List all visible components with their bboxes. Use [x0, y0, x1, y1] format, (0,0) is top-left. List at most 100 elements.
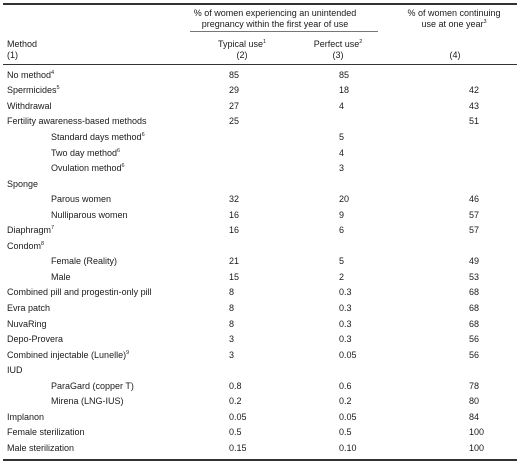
group-header: % of women experiencing an unintended pr… [170, 8, 380, 30]
table-row: Standard days method6 5 [3, 129, 520, 145]
table-row: Two day method6 4 [3, 145, 520, 161]
continuing-use-cell: 49 [469, 256, 480, 267]
method-cell: Implanon [3, 409, 217, 425]
method-label: IUD [7, 365, 23, 376]
method-cell: Diaphragm7 [3, 222, 217, 238]
continuing-use-cell: 43 [469, 100, 480, 111]
table-row: ParaGard (copper T) 0.8 0.6 78 [3, 378, 520, 394]
typical-use-cell: 25 [229, 116, 240, 127]
typical-use-cell: 8 [229, 287, 235, 298]
perfect-use-cell: 4 [339, 147, 345, 158]
typical-use-cell: 16 [229, 225, 240, 236]
perfect-use-cell: 0.2 [339, 396, 352, 407]
method-label: Implanon [7, 411, 45, 422]
method-label: Male [51, 271, 71, 282]
table-row: Condom8 [3, 238, 520, 254]
group-header-rule [190, 31, 378, 32]
method-cell: Male sterilization [3, 440, 217, 456]
table-row: Female (Reality) 21 5 49 [3, 254, 520, 270]
continuing-use-cell: 53 [469, 271, 480, 282]
method-label: Evra patch [7, 302, 51, 313]
continuing-use-cell: 56 [469, 349, 480, 360]
perfect-use-cell: 85 [339, 69, 350, 80]
footnote-marker: 6 [121, 163, 125, 170]
typical-use-cell: 8 [229, 302, 235, 313]
method-label: Mirena (LNG-IUS) [51, 396, 124, 407]
method-label: Male sterilization [7, 442, 75, 453]
table-row: Parous women 32 20 46 [3, 191, 520, 207]
typical-use-cell: 32 [229, 194, 240, 205]
perfect-use-cell: 20 [339, 194, 350, 205]
method-header: Method (1) [7, 39, 37, 61]
perfect-use-cell: 2 [339, 271, 345, 282]
footnote-marker: 6 [117, 147, 121, 154]
continuing-use-cell [429, 238, 520, 254]
method-header-num: (1) [7, 50, 18, 60]
method-label: Withdrawal [7, 100, 52, 111]
typical-use-cell: 15 [229, 271, 240, 282]
bottom-rule [3, 459, 517, 461]
method-cell: Female (Reality) [3, 254, 217, 270]
continuing-use-cell: 42 [469, 85, 480, 96]
typical-use-cell: 0.8 [229, 380, 242, 391]
method-label: Sponge [7, 178, 39, 189]
perfect-use-cell: 0.3 [339, 287, 352, 298]
typical-use-cell: 3 [229, 349, 235, 360]
typical-use-header: Typical use1 (2) [207, 39, 277, 61]
continuing-use-cell [429, 160, 520, 176]
method-cell: Condom8 [3, 238, 217, 254]
footnote-marker: 9 [126, 349, 130, 356]
typical-use-cell [217, 145, 319, 161]
method-cell: NuvaRing [3, 316, 217, 332]
table-row: Diaphragm7 16 6 57 [3, 222, 520, 238]
typical-use-label: Typical use1 [217, 39, 267, 49]
continuing-header-line1: % of women continuing [407, 8, 501, 18]
method-cell: Combined injectable (Lunelle)9 [3, 347, 217, 363]
method-label: Combined pill and progestin-only pill [7, 287, 152, 298]
perfect-use-cell: 4 [339, 100, 345, 111]
typical-use-cell: 0.15 [229, 442, 247, 453]
perfect-use-cell: 6 [339, 225, 345, 236]
perfect-use-cell: 0.3 [339, 318, 352, 329]
footnote-marker: 8 [41, 240, 45, 247]
header-rule [3, 64, 517, 65]
continuing-use-cell: 57 [469, 225, 480, 236]
typical-use-cell: 27 [229, 100, 240, 111]
method-cell: Nulliparous women [3, 207, 217, 223]
continuing-use-cell: 80 [469, 396, 480, 407]
method-cell: ParaGard (copper T) [3, 378, 217, 394]
table-row: NuvaRing 8 0.3 68 [3, 316, 520, 332]
perfect-use-cell: 0.05 [339, 349, 357, 360]
method-label: Combined injectable (Lunelle) [7, 349, 127, 360]
data-table: No method4 85 85 Spermicides5 29 18 42 Withdraw… [3, 67, 520, 456]
perfect-use-label: Perfect use2 [313, 39, 363, 49]
method-cell: Withdrawal [3, 98, 217, 114]
continuing-use-cell: 56 [469, 334, 480, 345]
method-label: NuvaRing [7, 318, 47, 329]
continuing-use-cell: 68 [469, 287, 480, 298]
table-row: Ovulation method6 3 [3, 160, 520, 176]
typical-use-num: (2) [236, 50, 248, 60]
perfect-use-cell [319, 176, 429, 192]
footnote-marker: 7 [51, 225, 55, 232]
footnote-marker: 6 [141, 131, 145, 138]
method-label: ParaGard (copper T) [51, 380, 134, 391]
table-row: Evra patch 8 0.3 68 [3, 300, 520, 316]
method-label: Spermicides [7, 85, 57, 96]
continuing-header-line2: use at one year3 [421, 19, 487, 29]
method-label: Parous women [51, 194, 112, 205]
table-row: Male 15 2 53 [3, 269, 520, 285]
typical-use-cell: 16 [229, 209, 240, 220]
table-row: Female sterilization 0.5 0.5 100 [3, 425, 520, 441]
method-cell: IUD [3, 362, 217, 378]
table-row: Sponge [3, 176, 520, 192]
typical-use-cell: 0.5 [229, 427, 242, 438]
method-cell: No method4 [3, 67, 217, 83]
footnote-marker: 4 [51, 69, 55, 76]
typical-use-cell [217, 238, 319, 254]
method-cell: Sponge [3, 176, 217, 192]
perfect-use-cell [319, 114, 429, 130]
perfect-use-cell [319, 238, 429, 254]
table-row: Nulliparous women 16 9 57 [3, 207, 520, 223]
continuing-use-cell [429, 176, 520, 192]
